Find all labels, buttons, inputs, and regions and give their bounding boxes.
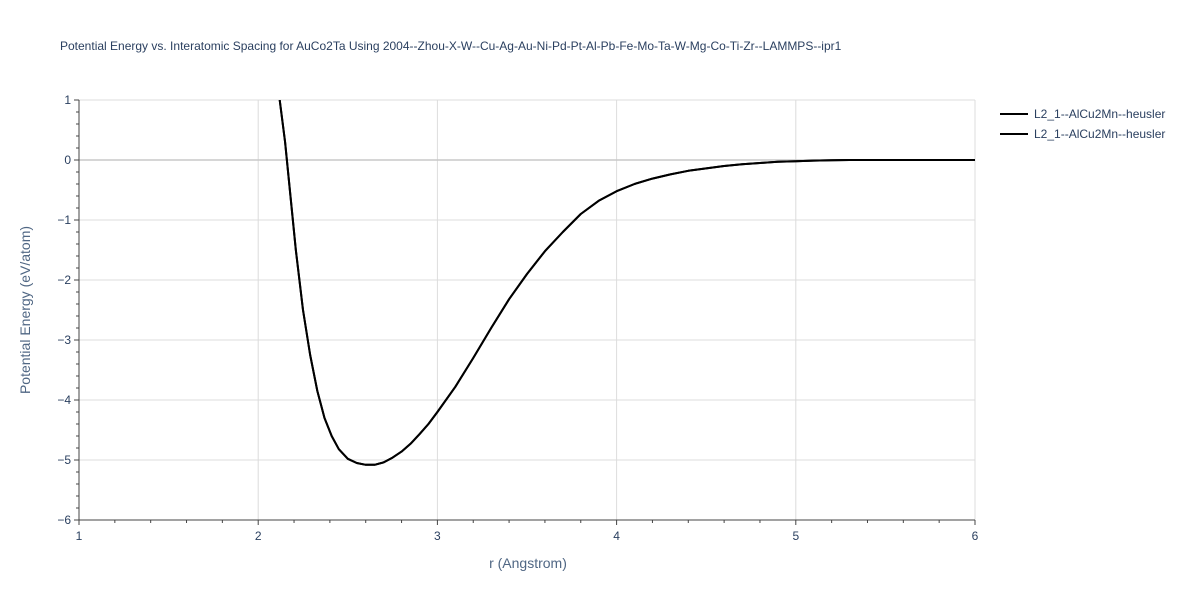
x-tick-label: 1 [76, 529, 83, 543]
legend: L2_1--AlCu2Mn--heusler L2_1--AlCu2Mn--heu… [1000, 107, 1165, 141]
x-tick-label: 5 [792, 529, 799, 543]
legend-item[interactable]: L2_1--AlCu2Mn--heusler [1000, 127, 1165, 141]
axes [74, 99, 976, 525]
y-tick-label: −1 [57, 213, 71, 227]
y-tick-label: 0 [64, 153, 71, 167]
y-tick-label: −6 [57, 513, 71, 527]
x-tick-label: 3 [434, 529, 441, 543]
y-tick-label: 1 [64, 93, 71, 107]
series-lines [278, 100, 975, 466]
series-line [278, 100, 975, 466]
legend-label: L2_1--AlCu2Mn--heusler [1034, 107, 1165, 121]
grid [79, 99, 976, 520]
x-axis-title: r (Angstrom) [489, 555, 567, 571]
series-line [278, 100, 975, 466]
y-tick-label: −5 [57, 453, 71, 467]
x-tick-label: 4 [613, 529, 620, 543]
y-tick-label: −4 [57, 393, 71, 407]
y-tick-labels: 1 0 −1 −2 −3 −4 −5 −6 [57, 93, 71, 527]
y-tick-label: −2 [57, 273, 71, 287]
x-tick-labels: 1 2 3 4 5 6 [76, 529, 979, 543]
x-tick-label: 6 [972, 529, 979, 543]
legend-item[interactable]: L2_1--AlCu2Mn--heusler [1000, 107, 1165, 121]
y-axis-title: Potential Energy (eV/atom) [17, 226, 33, 394]
y-tick-label: −3 [57, 333, 71, 347]
chart-title: Potential Energy vs. Interatomic Spacing… [60, 39, 842, 53]
legend-label: L2_1--AlCu2Mn--heusler [1034, 127, 1165, 141]
x-tick-label: 2 [255, 529, 262, 543]
